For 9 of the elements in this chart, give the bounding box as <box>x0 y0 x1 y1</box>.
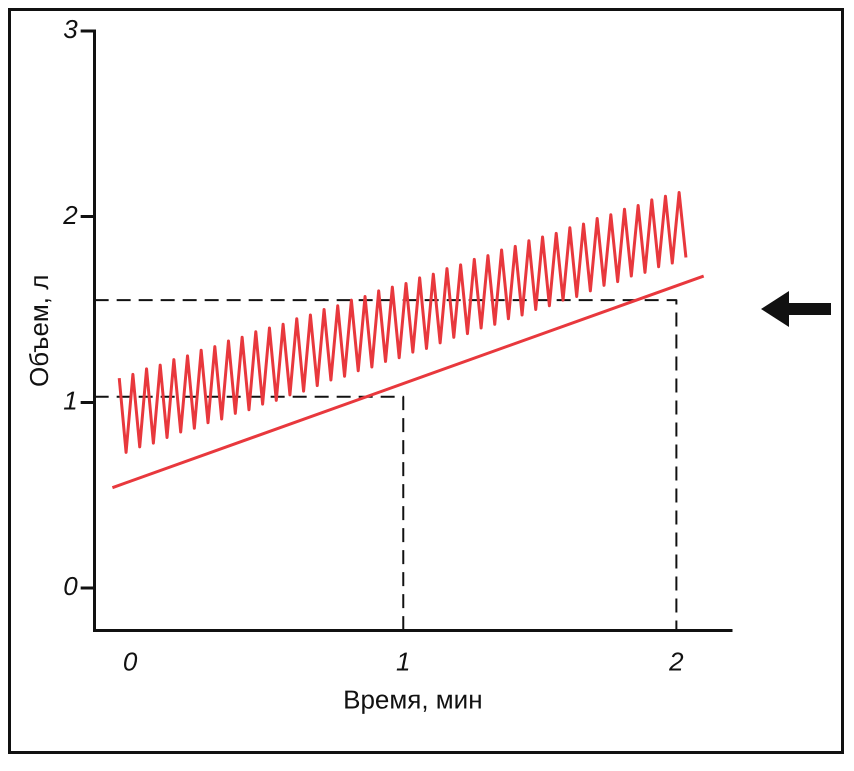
y-tick-label: 1 <box>63 386 78 416</box>
y-tick-label: 2 <box>62 200 78 230</box>
x-tick-label: 1 <box>396 646 411 676</box>
x-axis-title: Время, мин <box>343 684 483 715</box>
y-tick-label: 0 <box>63 571 78 602</box>
x-tick-label: 2 <box>668 646 684 676</box>
y-tick-label: 3 <box>63 14 78 44</box>
x-tick-label: 0 <box>122 646 138 676</box>
y-axis-title: Объем, л <box>24 274 54 388</box>
